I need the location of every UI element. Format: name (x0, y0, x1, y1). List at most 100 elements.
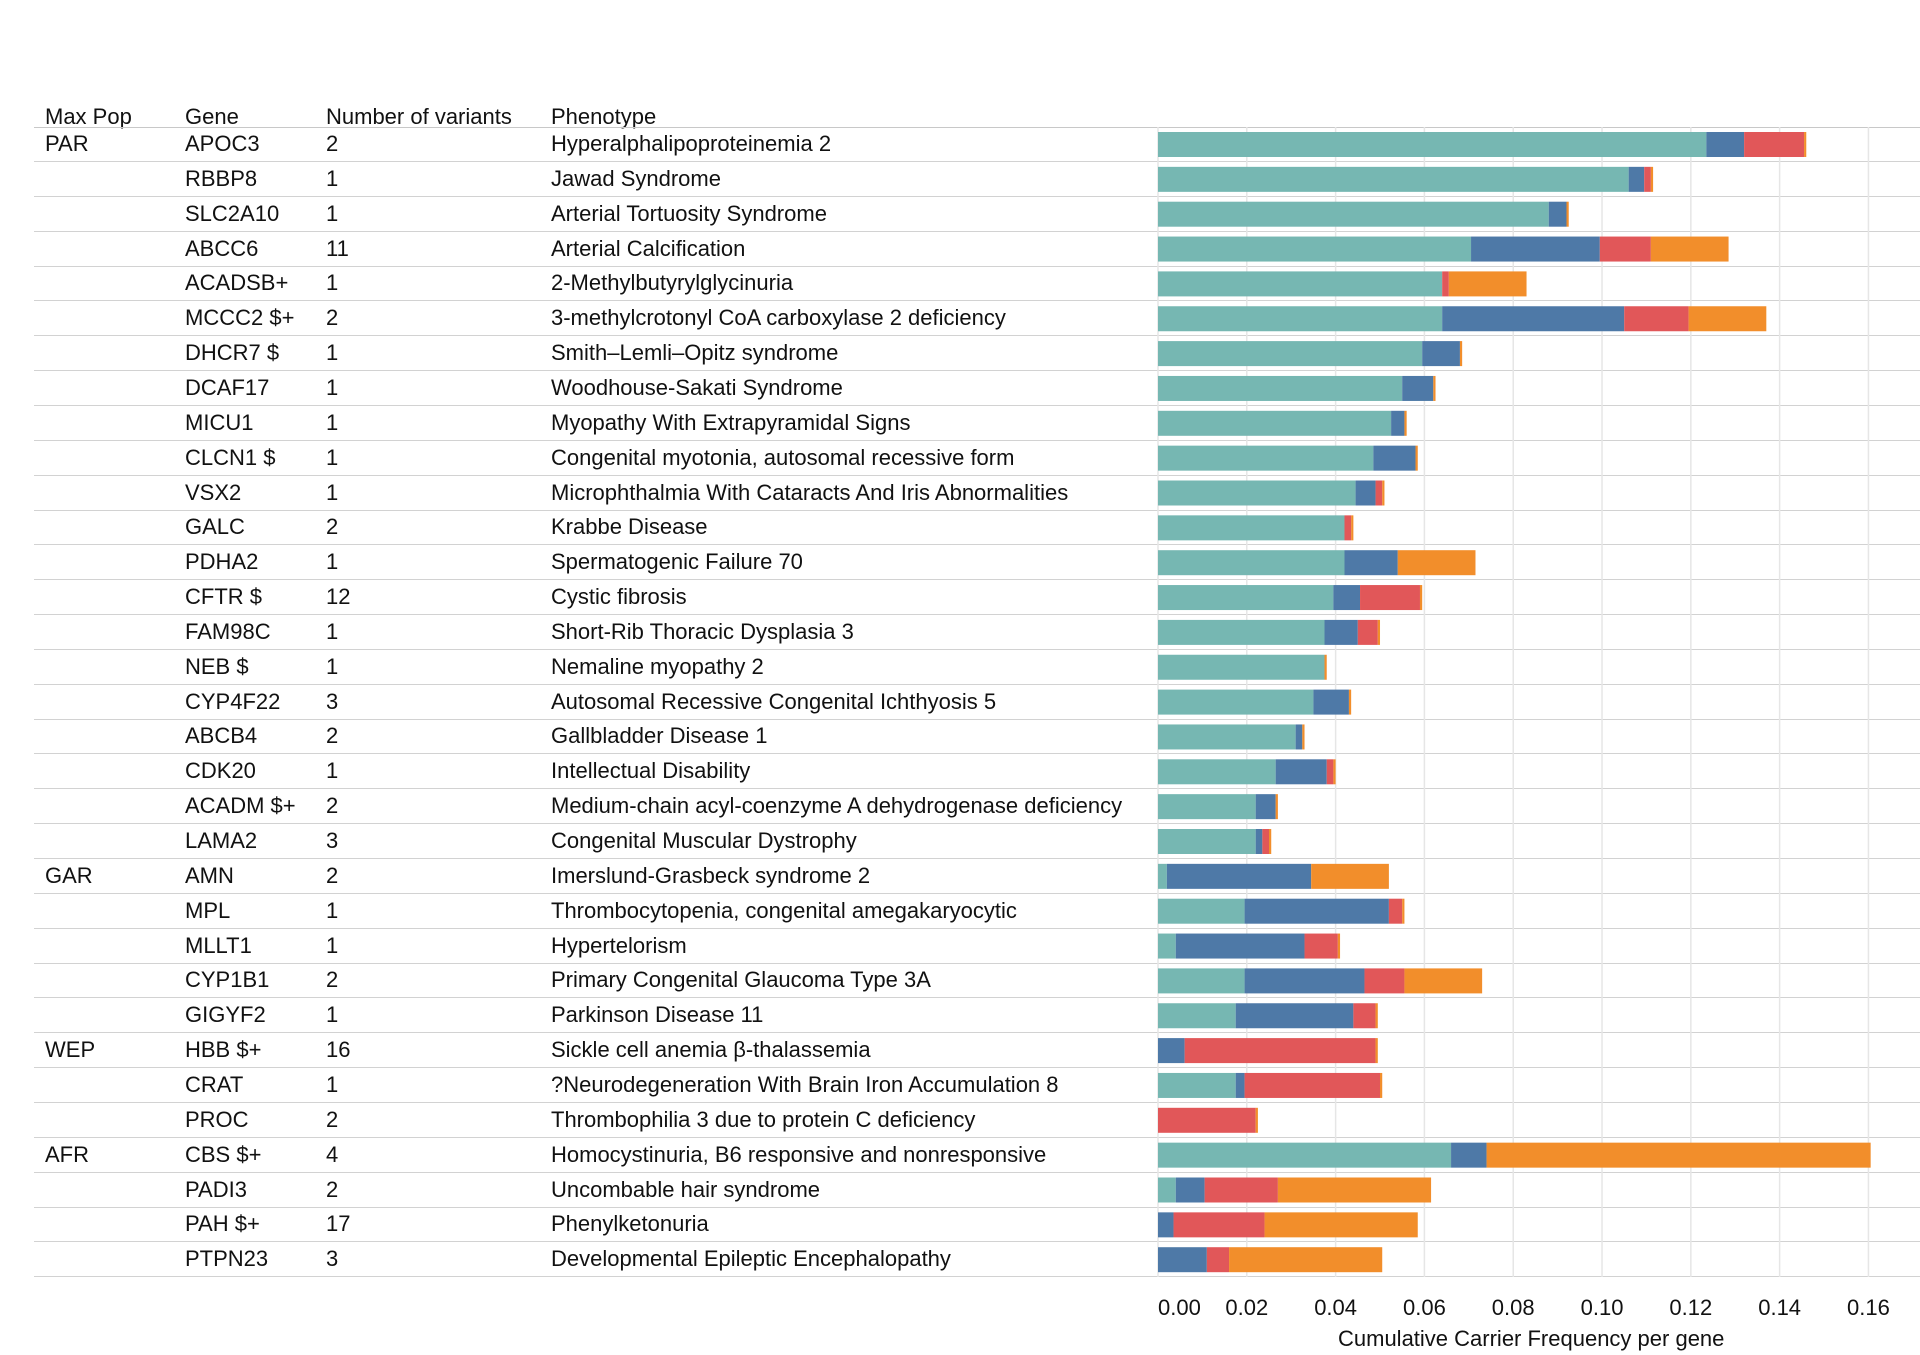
table-row: PAR APOC3 2 Hyperalphalipoproteinemia 2 (34, 127, 1920, 162)
bar-segment (1229, 1247, 1383, 1273)
table-row: SLC2A10 1 Arterial Tortuosity Syndrome (34, 197, 1920, 232)
bar-segment (1158, 898, 1245, 924)
variant-count-cell: 17 (326, 1211, 351, 1237)
table-row: CLCN1 $ 1 Congenital myotonia, autosomal r… (34, 441, 1920, 476)
header-divider (34, 127, 1920, 128)
bar-segment (1333, 585, 1361, 611)
gene-cell: MICU1 (185, 409, 254, 435)
phenotype-cell: Arterial Tortuosity Syndrome (551, 200, 827, 226)
max-pop-cell: GAR (45, 862, 93, 888)
row-divider (34, 1067, 1920, 1069)
variant-count-cell: 16 (326, 1037, 351, 1063)
gene-cell: ABCB4 (185, 723, 258, 749)
bar-segment (1333, 759, 1336, 785)
bar-segment (1744, 132, 1805, 157)
gene-cell: PROC (185, 1106, 249, 1132)
gene-cell: MCCC2 $+ (185, 305, 295, 331)
max-pop-cell: WEP (45, 1037, 96, 1063)
bar-segment (1173, 1212, 1265, 1238)
bar-segment (1377, 619, 1381, 645)
phenotype-cell: Gallbladder Disease 1 (551, 723, 768, 749)
header-phenotype: Phenotype (551, 104, 657, 129)
bar-segment (1382, 480, 1385, 506)
bar-segment (1244, 898, 1389, 924)
phenotype-cell: Primary Congenital Glaucoma Type 3A (551, 967, 931, 993)
row-divider (34, 718, 1920, 720)
gene-cell: CFTR $ (185, 584, 262, 610)
bar-segment (1471, 236, 1600, 262)
max-pop-cell: AFR (45, 1141, 89, 1167)
variant-count-cell: 12 (326, 584, 351, 610)
bar-segment (1380, 1072, 1383, 1098)
phenotype-cell: Phenylketonuria (551, 1211, 709, 1237)
table-row: PAH $+ 17 Phenylketonuria (34, 1207, 1920, 1243)
variant-count-cell: 4 (326, 1141, 339, 1167)
bar-segment (1235, 1072, 1245, 1098)
row-divider (34, 997, 1920, 999)
variant-count-cell: 1 (326, 340, 339, 366)
bar-segment (1302, 724, 1305, 750)
gene-cell: HBB $+ (185, 1037, 262, 1063)
gene-cell: CRAT (185, 1071, 244, 1097)
gene-cell: MPL (185, 897, 231, 923)
bar-segment (1158, 1142, 1452, 1168)
x-tick-label: 0.16 (1847, 1295, 1890, 1320)
header-gene: Gene (185, 104, 239, 129)
bar-segment (1422, 341, 1460, 367)
gene-cell: AMN (185, 862, 234, 888)
gene-cell: SLC2A10 (185, 200, 280, 226)
bar-segment (1599, 236, 1651, 262)
bar-segment (1158, 863, 1167, 889)
table-row: CRAT 1 ?Neurodegeneration With Brain Iron … (34, 1068, 1920, 1103)
bar-segment (1158, 585, 1334, 611)
bar-segment (1158, 689, 1314, 715)
bar-segment (1269, 829, 1272, 854)
bar-segment (1158, 759, 1276, 785)
table-row: MLLT1 1 Hypertelorism (34, 929, 1920, 964)
bar-segment (1158, 829, 1256, 854)
phenotype-cell: Nemaline myopathy 2 (551, 653, 764, 679)
phenotype-cell: Medium-chain acyl-coenzyme A dehydrogena… (551, 793, 1123, 819)
bar-segment (1158, 375, 1403, 401)
bar-segment (1404, 410, 1407, 436)
bar-segment (1451, 1142, 1487, 1168)
table-row: VSX2 1 Microphthalmia With Cataracts And I… (34, 476, 1920, 511)
phenotype-cell: Arterial Calcification (551, 235, 746, 261)
bar-segment (1158, 236, 1472, 262)
bar-segment (1548, 201, 1567, 227)
bar-segment (1158, 968, 1245, 994)
table-row: DCAF17 1 Woodhouse-Sakati Syndrome (34, 371, 1920, 406)
bar-segment (1244, 968, 1365, 994)
bar-segment (1375, 480, 1383, 506)
gene-cell: VSX2 (185, 479, 242, 505)
header-max-pop: Max Pop (45, 104, 132, 129)
phenotype-cell: Spermatogenic Failure 70 (551, 549, 803, 575)
table-row: PTPN23 3 Developmental Epileptic Encephalo… (34, 1242, 1920, 1278)
variant-count-cell: 2 (326, 131, 339, 156)
x-tick-label: 0.14 (1758, 1295, 1801, 1320)
bar-segment (1364, 968, 1405, 994)
bar-segment (1158, 1072, 1236, 1098)
variant-count-cell: 3 (326, 828, 339, 853)
variant-count-cell: 1 (326, 897, 339, 923)
bar-segment (1175, 1177, 1205, 1203)
max-pop-cell: PAR (45, 131, 89, 156)
bar-segment (1448, 271, 1527, 297)
row-divider (34, 474, 1920, 476)
x-axis-title: Cumulative Carrier Frequency per gene (1338, 1326, 1725, 1351)
x-tick-label: 0.08 (1492, 1295, 1535, 1320)
bar-segment (1158, 410, 1392, 436)
table-row: CFTR $ 12 Cystic fibrosis (34, 580, 1920, 616)
table-row: CYP4F22 3 Autosomal Recessive Congenital I… (34, 685, 1920, 720)
row-divider (34, 1136, 1920, 1138)
header-number-of-variants: Number of variants (326, 104, 512, 129)
variant-count-cell: 2 (326, 967, 339, 993)
gene-cell: CBS $+ (185, 1141, 262, 1167)
bar-segment (1158, 515, 1345, 541)
row-divider (34, 1101, 1920, 1103)
gene-cell: NEB $ (185, 653, 249, 679)
phenotype-cell: Congenital Muscular Dystrophy (551, 828, 857, 853)
row-divider (34, 300, 1920, 302)
variant-count-cell: 11 (326, 235, 349, 261)
